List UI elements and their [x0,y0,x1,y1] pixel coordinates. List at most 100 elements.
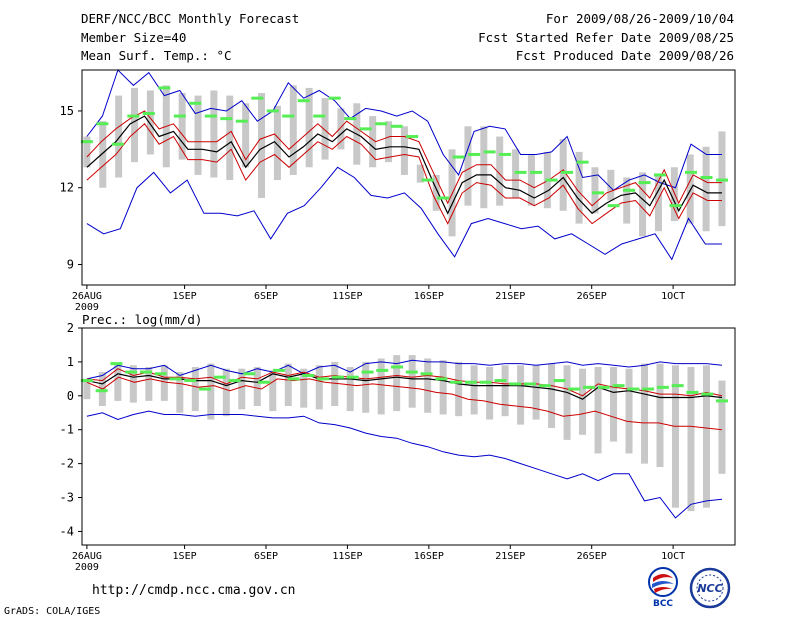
precip-ensemble-bar [83,378,91,400]
precip-ensemble-bar [408,355,416,408]
temp-ensemble-bar [416,164,424,183]
precip-observed-mark [538,384,551,388]
temp-observed-mark [111,142,124,146]
temp-observed-mark [561,170,574,174]
precip-ensemble-bar [455,361,463,417]
temp-xtick-label: 6SEP [254,291,278,302]
precip-observed-mark [80,379,93,383]
temp-ensemble-bar [686,154,694,224]
precip-observed-mark [553,379,566,383]
temp-observed-mark [80,140,93,144]
precip-ensemble-bar [114,363,122,401]
temp-ytick-label: 12 [60,181,74,195]
precip-observed-mark [199,387,212,391]
precip-observed-mark [317,377,330,381]
temp-ensemble-bar [575,151,583,224]
temp-observed-mark [173,114,186,118]
temp-ensemble-bar [607,169,615,201]
precip-xtick-label: 6SEP [254,551,278,562]
precip-observed-mark [612,384,625,388]
precip-ensemble-bar [362,361,370,413]
temp-observed-mark [452,155,465,159]
precip-ensemble-bar [517,365,525,425]
temp-year-label: 2009 [75,302,99,313]
temp-ensemble-bar [242,103,250,168]
temp-xtick-label: 26AUG [72,291,102,302]
temp-ensemble-bar [623,177,631,224]
temp-ensemble-bar [400,126,408,175]
temp-observed-mark [313,114,326,118]
precip-xtick-label: 21SEP [495,551,525,562]
precip-observed-mark [272,368,285,372]
precip-observed-mark [154,372,167,376]
temp-ensemble-bar [527,154,535,206]
precip-observed-mark [494,379,507,383]
temp-observed-mark [189,101,202,105]
temp-ensemble-bar [591,167,599,214]
precip-ytick-label: -3 [60,491,74,505]
precip-ensemble-bar [346,366,354,412]
temp-ensemble-bar [654,174,662,232]
precip-ensemble-bar [284,363,292,406]
precip-observed-mark [597,385,610,389]
temp-ytick-label: 15 [60,104,74,118]
temp-panel: 9 12 15 26AUG 1SEP 6SEP 11SEP 16SEP 21SEP 26SEP 1O… [60,69,736,313]
bcc-logo-text: BCC [653,599,673,608]
precip-observed-mark [715,399,728,403]
temp-plot-frame [81,69,736,286]
produced-date: Fcst Produced Date 2009/08/26 [515,48,734,63]
precip-ytick-label: -4 [60,524,74,538]
temp-ensemble-bar [194,95,202,175]
temp-observed-mark [530,170,543,174]
precip-ensemble-bar [470,365,478,415]
precip-ensemble-bar [160,365,168,401]
grads-credit: GrADS: COLA/IGES [4,606,101,617]
temp-ensemble-bar [639,172,647,237]
precip-line-outer-upper [86,359,723,380]
precip-observed-mark [346,375,359,379]
temp-observed-mark [359,127,372,131]
temp-observed-mark [344,117,357,121]
precip-ensemble-bar [393,355,401,412]
temp-xtick-label: 26SEP [577,291,607,302]
temp-ensemble-bar [559,139,567,211]
precip-ytick-label: -1 [60,423,74,437]
temp-line-inner-upper [86,110,722,207]
temp-observed-mark [483,150,496,154]
temp-observed-mark [235,119,248,123]
temp-observed-mark [514,170,527,174]
temp-xtick-label: 21SEP [495,291,525,302]
precip-observed-mark [287,377,300,381]
precip-observed-mark [376,368,389,372]
precip-ensemble-bar [238,368,246,410]
precip-ensemble-bar [424,358,432,413]
precip-ytick-label: 1 [67,355,74,369]
precip-plot-frame [81,327,736,546]
precip-observed-mark [184,379,197,383]
precip-xtick-label: 11SEP [332,551,362,562]
precip-observed-mark [331,375,344,379]
precip-ensemble-bar [641,363,649,464]
bcc-logo: BCC [641,566,685,609]
temp-observed-mark [592,191,605,195]
precip-observed-mark [391,365,404,369]
precip-observed-mark [701,392,714,396]
precip-ensemble-bar [594,366,602,454]
precip-line-inner-upper [86,368,723,397]
precip-observed-mark [464,380,477,384]
precip-ensemble-bar [269,370,277,412]
temp-ensemble-bar [226,95,234,181]
precip-ensemble-bar [532,365,540,420]
precip-xtick-label: 1OCT [661,551,685,562]
temp-ensemble-bar [99,121,107,188]
precip-observed-mark [125,370,138,374]
precip-ensemble-bar [718,380,726,474]
temp-observed-mark [669,204,682,208]
precip-observed-mark [110,362,123,366]
temp-observed-mark [684,170,697,174]
website-url[interactable]: http://cmdp.ncc.cma.gov.cn [92,583,296,598]
precip-ensemble-bar [656,363,664,468]
precip-ensemble-bar [548,363,556,429]
temp-line-ensemble-mean [86,115,722,215]
temp-observed-mark [328,96,341,100]
